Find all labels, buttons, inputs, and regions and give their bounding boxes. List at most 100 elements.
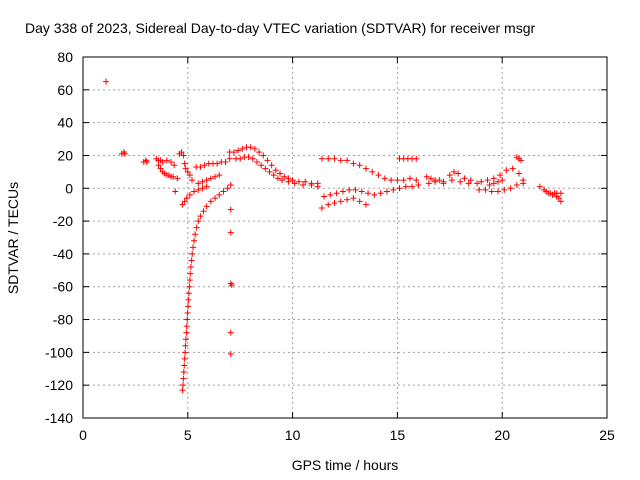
y-tick-label: -40 xyxy=(53,246,73,262)
data-point xyxy=(331,155,338,162)
data-points xyxy=(103,78,564,394)
data-point xyxy=(121,150,128,157)
data-point xyxy=(503,167,510,174)
data-point xyxy=(184,309,191,316)
data-point xyxy=(409,183,416,190)
data-point xyxy=(224,185,231,192)
data-point xyxy=(181,355,188,362)
data-point xyxy=(239,145,246,152)
data-point xyxy=(191,237,198,244)
data-point xyxy=(143,159,150,166)
data-point xyxy=(179,382,186,389)
data-point xyxy=(337,157,344,164)
data-point xyxy=(260,152,267,159)
data-point xyxy=(212,173,219,180)
data-point xyxy=(191,188,198,195)
data-point xyxy=(450,168,457,175)
data-point xyxy=(291,180,298,187)
data-point xyxy=(187,270,194,277)
data-point xyxy=(302,178,309,185)
data-point xyxy=(488,188,495,195)
data-point xyxy=(103,78,110,85)
data-point xyxy=(413,155,420,162)
y-tick-label: 60 xyxy=(57,82,73,98)
y-tick-label: 40 xyxy=(57,115,73,131)
data-point xyxy=(258,162,265,169)
data-point xyxy=(369,168,376,175)
data-point xyxy=(490,180,497,187)
data-point xyxy=(390,186,397,193)
data-point xyxy=(178,149,185,156)
data-point xyxy=(207,175,214,182)
data-point xyxy=(314,183,321,190)
data-point xyxy=(188,257,195,264)
data-point xyxy=(188,177,195,184)
x-tick-label: 15 xyxy=(390,427,406,443)
data-point xyxy=(325,155,332,162)
data-point xyxy=(180,375,187,382)
data-point xyxy=(180,152,187,159)
data-point xyxy=(182,336,189,343)
y-tick-label: -100 xyxy=(45,344,73,360)
data-point xyxy=(199,185,206,192)
data-point xyxy=(509,165,516,172)
data-point xyxy=(214,160,221,167)
y-tick-label: -140 xyxy=(45,410,73,426)
data-point xyxy=(203,183,210,190)
data-point xyxy=(327,191,334,198)
data-point xyxy=(396,185,403,192)
x-tick-label: 5 xyxy=(184,427,192,443)
data-point xyxy=(268,162,275,169)
data-point xyxy=(350,195,357,202)
data-point xyxy=(274,175,281,182)
y-axis-label: SDTVAR / TECUs xyxy=(5,182,21,294)
data-point xyxy=(362,201,369,208)
data-point xyxy=(220,188,227,195)
data-point xyxy=(227,229,234,236)
data-point xyxy=(362,165,369,172)
data-point xyxy=(513,181,520,188)
data-point xyxy=(484,177,491,184)
data-point xyxy=(478,178,485,185)
data-point xyxy=(381,175,388,182)
data-point xyxy=(235,147,242,154)
data-point xyxy=(467,177,474,184)
data-point xyxy=(195,218,202,225)
data-point xyxy=(186,191,193,198)
data-point xyxy=(440,180,447,187)
data-point xyxy=(174,175,181,182)
data-point xyxy=(247,144,254,151)
data-point xyxy=(543,188,550,195)
data-point xyxy=(455,170,462,177)
data-point xyxy=(406,175,413,182)
data-point xyxy=(187,264,194,271)
data-point xyxy=(331,200,338,207)
grid-lines xyxy=(83,57,607,418)
data-point xyxy=(181,160,188,167)
data-point xyxy=(289,177,296,184)
data-point xyxy=(155,162,162,169)
data-point xyxy=(203,177,210,184)
data-point xyxy=(183,323,190,330)
y-tick-label: -20 xyxy=(53,213,73,229)
data-point xyxy=(432,178,439,185)
data-point xyxy=(266,168,273,175)
data-point xyxy=(486,181,493,188)
data-point xyxy=(251,145,258,152)
data-point xyxy=(448,177,455,184)
plot-frame xyxy=(82,56,608,419)
x-tick-label: 0 xyxy=(79,427,87,443)
data-point xyxy=(499,177,506,184)
y-tick-label: 20 xyxy=(57,147,73,163)
data-point xyxy=(402,183,409,190)
data-point xyxy=(184,316,191,323)
data-point xyxy=(185,290,192,297)
data-point xyxy=(256,149,263,156)
x-axis-label: GPS time / hours xyxy=(292,457,399,473)
data-point xyxy=(358,188,365,195)
data-point xyxy=(212,195,219,202)
data-point xyxy=(195,186,202,193)
data-point xyxy=(226,155,233,162)
data-point xyxy=(179,201,186,208)
